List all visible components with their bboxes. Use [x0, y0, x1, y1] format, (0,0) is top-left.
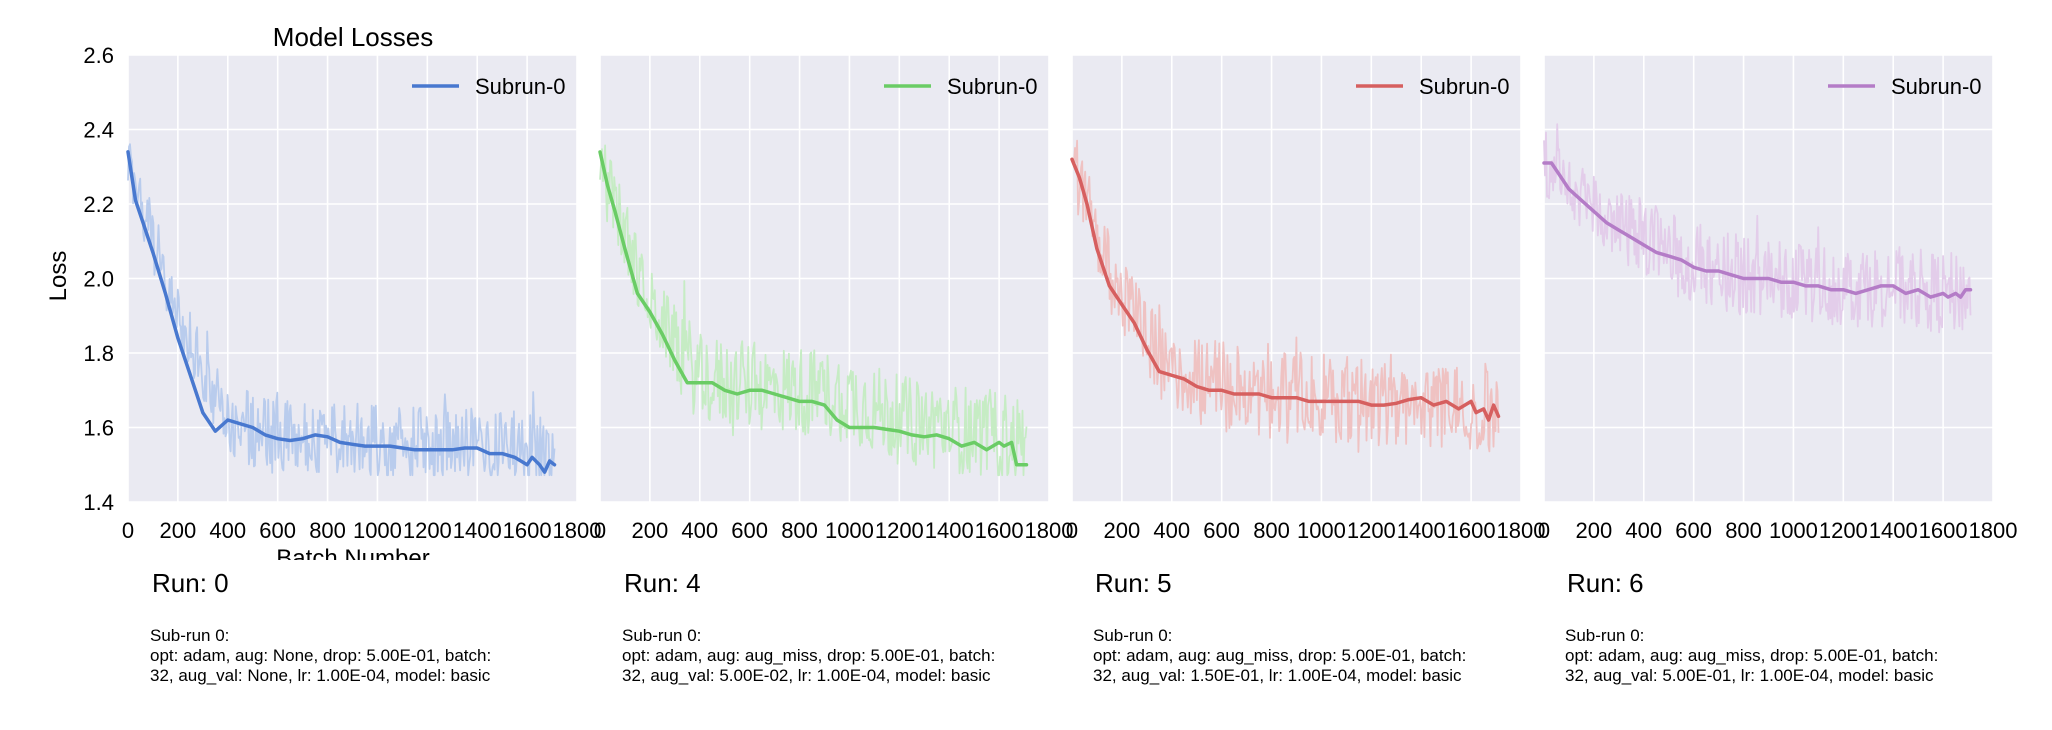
x-tick-label: 600: [731, 518, 768, 543]
x-tick-label: 1000: [1297, 518, 1346, 543]
x-tick-label: 200: [1576, 518, 1613, 543]
x-tick-label: 600: [1675, 518, 1712, 543]
params-line-2: 32, aug_val: 5.00E-02, lr: 1.00E-04, mod…: [622, 666, 991, 685]
run-caption-6: Run: 6 Sub-run 0: opt: adam, aug: aug_mi…: [1565, 568, 2005, 686]
raw-loss-line: [1543, 123, 1972, 334]
x-tick-label: 1200: [403, 518, 452, 543]
x-tick-label: 1000: [825, 518, 874, 543]
x-tick-label: 1800: [553, 518, 602, 543]
legend-label: Subrun-0: [1419, 74, 1510, 99]
x-tick-label: 400: [1153, 518, 1190, 543]
raw-loss-line: [1071, 139, 1500, 453]
y-tick-label: 2.0: [83, 267, 114, 292]
x-tick-label: 600: [1203, 518, 1240, 543]
x-tick-label: 1400: [1869, 518, 1918, 543]
smoothed-loss-line: [1542, 161, 1973, 299]
x-tick-label: 1200: [1347, 518, 1396, 543]
x-tick-label: 1800: [1969, 518, 2018, 543]
params-line-1: opt: adam, aug: aug_miss, drop: 5.00E-01…: [622, 646, 996, 665]
x-tick-label: 800: [1725, 518, 1762, 543]
x-tick-label: 1800: [1497, 518, 1546, 543]
smoothed-loss-line: [598, 150, 1029, 467]
y-tick-label: 2.6: [83, 43, 114, 68]
subrun-label: Sub-run 0:: [622, 626, 702, 645]
subrun-label: Sub-run 0:: [1093, 626, 1173, 645]
run-label: Run: 5: [1095, 568, 1172, 598]
loss-panel-3: 0 200 400 600 800 1000 1200 1400 1600 1800 Subrun-…: [1538, 54, 2018, 543]
subrun-label: Sub-run 0:: [1565, 626, 1645, 645]
model-losses-figure: Model Losses Loss Batch Number 0 200 400 60…: [45, 22, 2018, 560]
legend-label: Subrun-0: [475, 74, 566, 99]
figure-title: Model Losses: [273, 22, 433, 52]
x-tick-label: 0: [1066, 518, 1078, 543]
legend-label: Subrun-0: [1891, 74, 1982, 99]
x-tick-label: 800: [781, 518, 818, 543]
x-axis-label: Batch Number: [276, 545, 429, 560]
y-tick-label: 1.6: [83, 416, 114, 441]
params-line-2: 32, aug_val: None, lr: 1.00E-04, model: …: [150, 666, 491, 685]
loss-panel-1: 0 200 400 600 800 1000 1200 1400 1600 1800 Subrun-…: [594, 54, 1074, 543]
x-tick-label: 0: [122, 518, 134, 543]
y-tick-label: 1.4: [83, 490, 114, 515]
run-caption-0: Run: 0 Sub-run 0: opt: adam, aug: None, …: [150, 568, 590, 686]
x-tick-label: 1600: [1447, 518, 1496, 543]
x-tick-label: 1000: [1769, 518, 1818, 543]
x-tick-label: 800: [309, 518, 346, 543]
loss-panel-0: 0 200 400 600 800 1000 1200 1400 1600 1800 1.4 1.6 1…: [83, 43, 601, 543]
params-line-1: opt: adam, aug: aug_miss, drop: 5.00E-01…: [1093, 646, 1467, 665]
y-axis-label: Loss: [45, 251, 72, 302]
run-caption-4: Run: 4 Sub-run 0: opt: adam, aug: aug_mi…: [622, 568, 1062, 686]
params-line-1: opt: adam, aug: aug_miss, drop: 5.00E-01…: [1565, 646, 1939, 665]
run-caption-5: Run: 5 Sub-run 0: opt: adam, aug: aug_mi…: [1093, 568, 1533, 686]
run-label: Run: 6: [1567, 568, 1644, 598]
x-tick-label: 1200: [1819, 518, 1868, 543]
x-tick-label: 200: [160, 518, 197, 543]
raw-loss-line: [127, 143, 556, 477]
params-line-1: opt: adam, aug: None, drop: 5.00E-01, ba…: [150, 646, 492, 665]
x-tick-label: 400: [1625, 518, 1662, 543]
x-tick-label: 0: [594, 518, 606, 543]
x-tick-label: 200: [632, 518, 669, 543]
x-tick-label: 1800: [1025, 518, 1074, 543]
y-tick-label: 1.8: [83, 341, 114, 366]
raw-loss-line: [599, 144, 1028, 477]
x-tick-label: 600: [259, 518, 296, 543]
x-tick-label: 1600: [975, 518, 1024, 543]
params-line-2: 32, aug_val: 5.00E-01, lr: 1.00E-04, mod…: [1565, 666, 1934, 685]
loss-panel-2: 0 200 400 600 800 1000 1200 1400 1600 1800 Subrun-…: [1066, 54, 1546, 543]
x-tick-label: 1000: [353, 518, 402, 543]
x-tick-label: 1400: [453, 518, 502, 543]
x-tick-label: 400: [209, 518, 246, 543]
x-tick-label: 1600: [1919, 518, 1968, 543]
run-label: Run: 0: [152, 568, 229, 598]
x-tick-label: 1400: [925, 518, 974, 543]
run-label: Run: 4: [624, 568, 701, 598]
y-tick-label: 2.2: [83, 192, 114, 217]
x-tick-label: 1600: [503, 518, 552, 543]
x-tick-label: 800: [1253, 518, 1290, 543]
y-tick-label: 2.4: [83, 118, 114, 143]
x-tick-label: 0: [1538, 518, 1550, 543]
x-tick-label: 1200: [875, 518, 924, 543]
x-tick-label: 1400: [1397, 518, 1446, 543]
x-tick-label: 200: [1104, 518, 1141, 543]
legend-label: Subrun-0: [947, 74, 1038, 99]
smoothed-loss-line: [126, 150, 557, 474]
subrun-label: Sub-run 0:: [150, 626, 230, 645]
params-line-2: 32, aug_val: 1.50E-01, lr: 1.00E-04, mod…: [1093, 666, 1462, 685]
smoothed-loss-line: [1070, 157, 1501, 422]
x-tick-label: 400: [681, 518, 718, 543]
